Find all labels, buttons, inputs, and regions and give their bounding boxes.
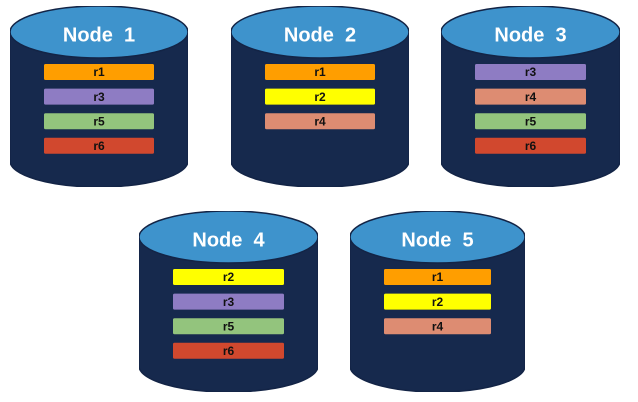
svg-text:r4: r4 (314, 114, 326, 128)
svg-text:r4: r4 (525, 90, 537, 104)
svg-text:r3: r3 (93, 90, 105, 104)
svg-text:r4: r4 (432, 319, 444, 333)
svg-text:Node 3: Node 3 (494, 24, 566, 46)
svg-text:Node 5: Node 5 (401, 229, 473, 251)
svg-text:r2: r2 (432, 295, 444, 309)
svg-text:r1: r1 (314, 65, 326, 79)
svg-text:Node 1: Node 1 (63, 24, 135, 46)
svg-text:Node 4: Node 4 (192, 229, 265, 251)
svg-text:r6: r6 (93, 139, 105, 153)
svg-text:r2: r2 (314, 90, 326, 104)
svg-text:r3: r3 (525, 65, 537, 79)
svg-text:Node 2: Node 2 (284, 24, 356, 46)
svg-text:r5: r5 (93, 114, 105, 128)
svg-text:r5: r5 (223, 319, 235, 333)
svg-text:r3: r3 (223, 295, 235, 309)
svg-text:r1: r1 (432, 270, 444, 284)
svg-text:r6: r6 (525, 139, 537, 153)
svg-text:r6: r6 (223, 344, 235, 358)
svg-text:r2: r2 (223, 270, 235, 284)
svg-text:r5: r5 (525, 114, 537, 128)
svg-text:r1: r1 (93, 65, 105, 79)
